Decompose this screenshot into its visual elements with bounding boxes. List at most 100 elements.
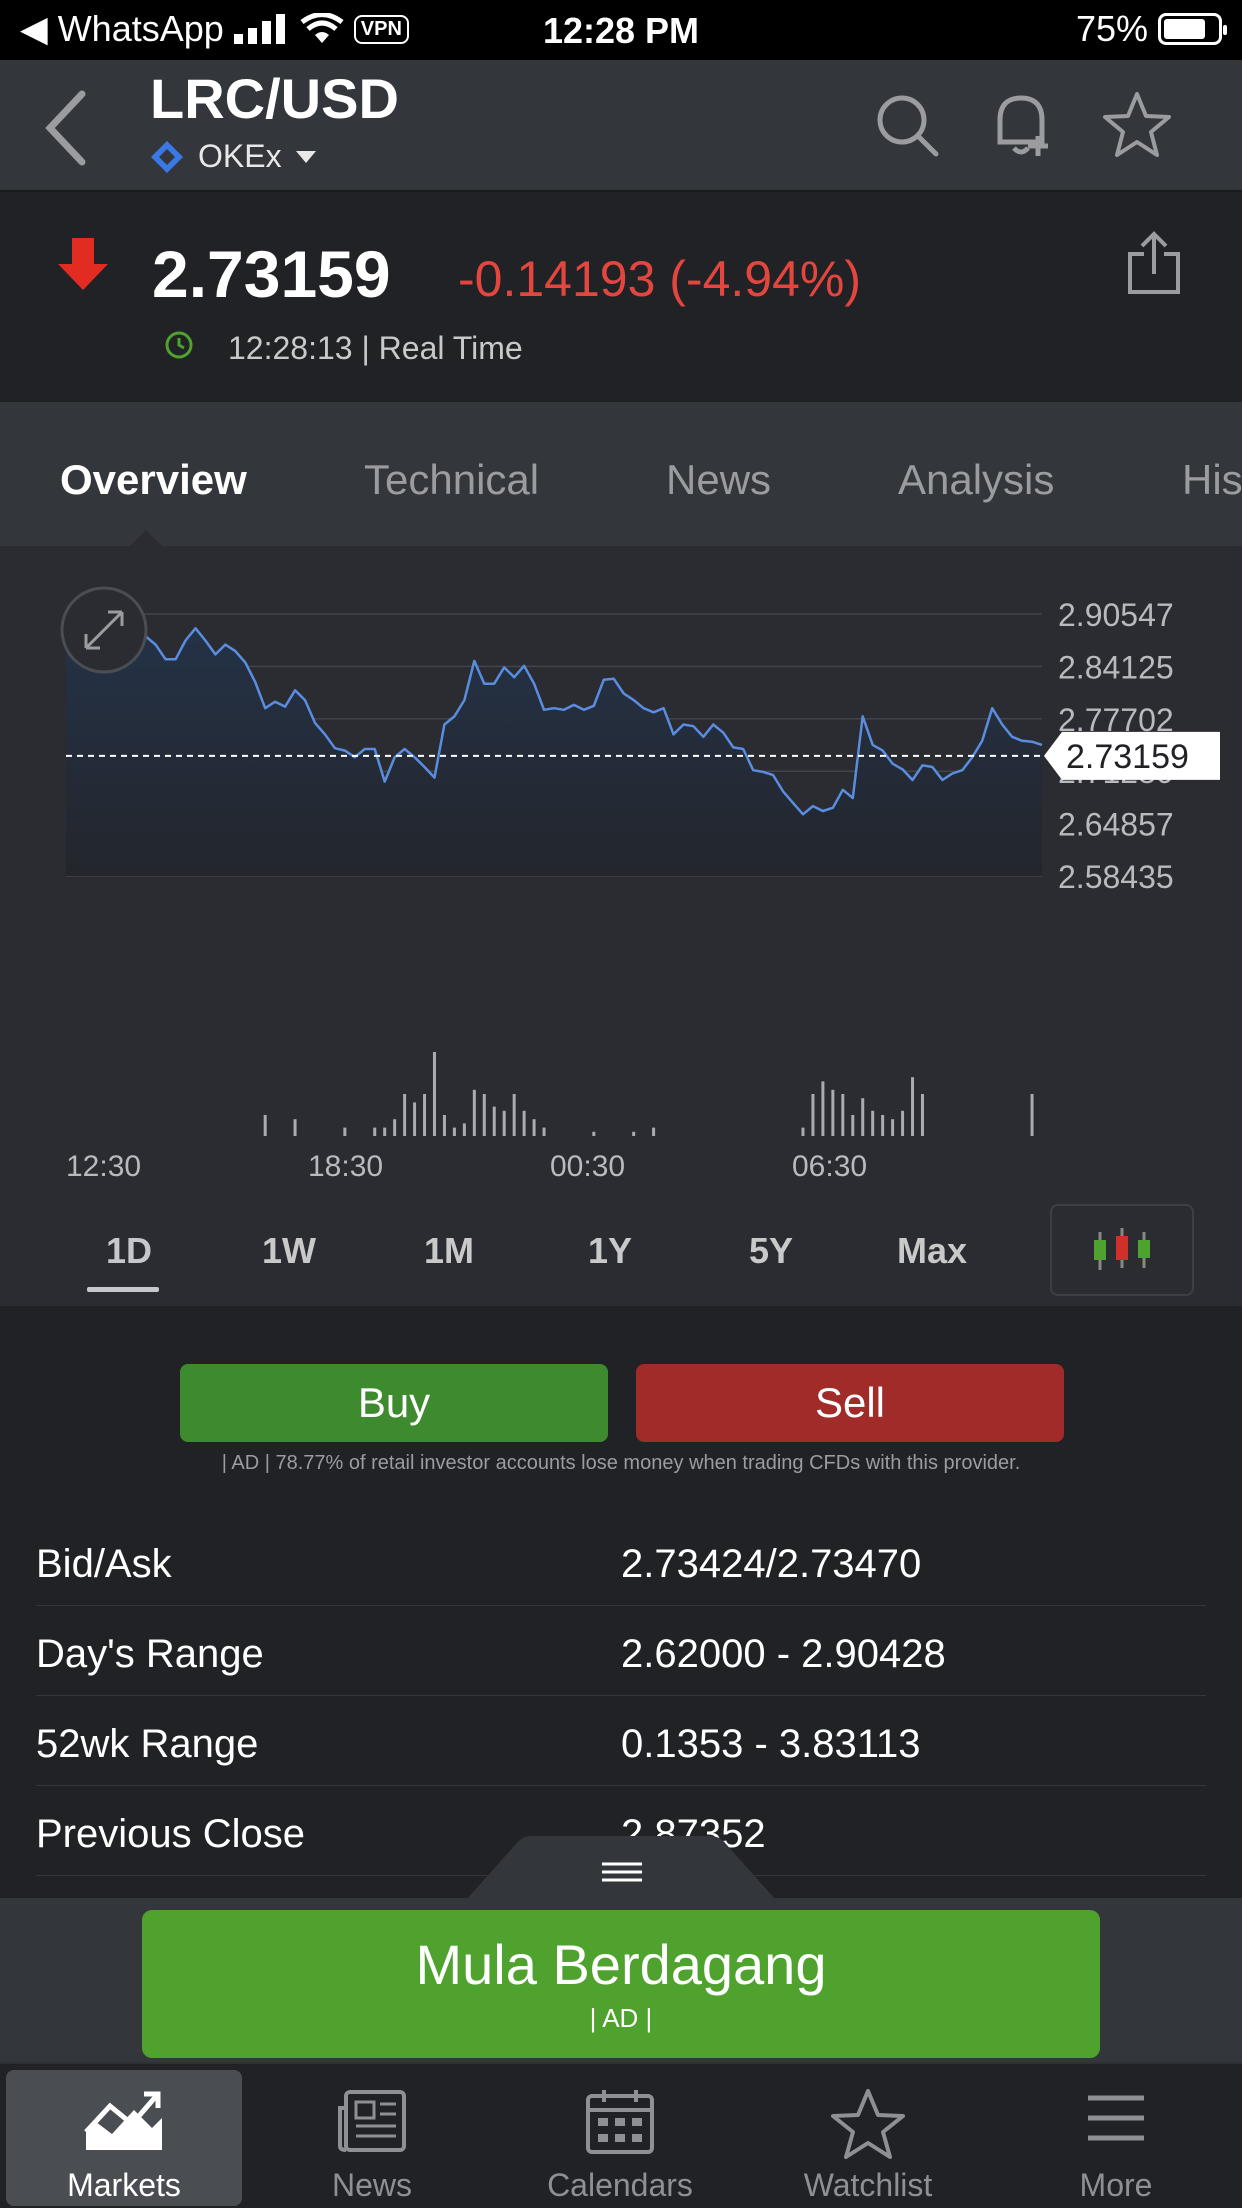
volume-bar — [871, 1111, 874, 1136]
sell-button[interactable]: Sell — [636, 1364, 1064, 1442]
tabbar-label: More — [998, 2167, 1234, 2204]
y-tick-label: 2.84125 — [1058, 649, 1174, 685]
volume-bar — [463, 1123, 466, 1136]
y-tick-label: 2.58435 — [1058, 859, 1174, 895]
back-chevron-icon[interactable] — [36, 82, 96, 172]
volume-bar — [264, 1115, 267, 1136]
volume-bar — [393, 1119, 396, 1136]
volume-bar — [851, 1115, 854, 1136]
exchange-selector[interactable]: OKEx — [150, 138, 316, 175]
volume-bar — [811, 1094, 814, 1136]
range-max[interactable]: Max — [887, 1230, 977, 1272]
volume-bar — [493, 1107, 496, 1136]
volume-bar — [543, 1128, 546, 1136]
volume-bar — [343, 1128, 346, 1136]
volume-bar — [592, 1132, 595, 1136]
stat-row: Day's Range 2.62000 - 2.90428 — [36, 1606, 1206, 1696]
exchange-name: OKEx — [198, 138, 282, 175]
tabbar-label: News — [254, 2167, 490, 2204]
last-price: 2.73159 — [152, 236, 391, 312]
clock-icon — [164, 330, 194, 360]
y-tick-label: 2.90547 — [1058, 597, 1174, 633]
stat-row: Bid/Ask 2.73424/2.73470 — [36, 1516, 1206, 1606]
hamburger-icon — [1084, 2088, 1148, 2148]
tabbar-news[interactable]: News — [254, 2070, 490, 2206]
range-selector: 1D 1W 1M 1Y 5Y Max — [0, 1190, 1242, 1306]
y-tick-label: 2.64857 — [1058, 807, 1174, 843]
volume-bar — [423, 1094, 426, 1136]
volume-bar — [513, 1094, 516, 1136]
tabbar-more[interactable]: More — [998, 2070, 1234, 2206]
exchange-logo-icon — [150, 140, 184, 174]
volume-bar — [453, 1128, 456, 1136]
x-tick-label: 18:30 — [308, 1150, 383, 1183]
share-icon[interactable] — [1124, 230, 1184, 296]
active-tab-pointer — [130, 530, 162, 546]
x-tick-label: 12:30 — [66, 1150, 141, 1183]
search-icon[interactable] — [872, 90, 942, 160]
drawer-handle[interactable] — [466, 1834, 776, 1900]
volume-bar — [403, 1094, 406, 1136]
start-trading-button[interactable]: Mula Berdagang | AD | — [142, 1910, 1100, 2058]
range-1d[interactable]: 1D — [84, 1230, 174, 1272]
status-bar: ◀ WhatsApp VPN 12:28 PM 75% — [0, 0, 1242, 60]
battery-percent: 75% — [1076, 8, 1148, 50]
volume-bar — [911, 1077, 914, 1136]
tab-historical[interactable]: His — [1182, 456, 1242, 504]
tab-analysis[interactable]: Analysis — [898, 456, 1054, 504]
tab-technical[interactable]: Technical — [364, 456, 539, 504]
battery-icon — [1158, 13, 1222, 45]
tabbar-calendars[interactable]: Calendars — [502, 2070, 738, 2206]
volume-bar — [433, 1052, 436, 1136]
instrument-header: LRC/USD OKEx — [0, 60, 1242, 192]
status-right: 75% — [1076, 8, 1222, 50]
quote-time: 12:28:13 | Real Time — [228, 330, 523, 367]
volume-bar — [821, 1081, 824, 1136]
candlestick-icon — [1052, 1206, 1192, 1294]
volume-bar — [861, 1098, 864, 1136]
tab-overview[interactable]: Overview — [60, 456, 247, 504]
pair-title: LRC/USD — [150, 66, 399, 131]
expand-chart-icon[interactable] — [62, 588, 146, 672]
current-price-tag: 2.73159 — [1044, 732, 1220, 780]
stat-value: 2.73424/2.73470 — [621, 1542, 921, 1587]
chart-svg[interactable]: 2.905472.841252.777022.712802.648572.584… — [0, 546, 1242, 1190]
stat-label: Bid/Ask — [36, 1542, 172, 1587]
star-icon[interactable] — [1102, 90, 1172, 160]
buy-button[interactable]: Buy — [180, 1364, 608, 1442]
watchlist-star-icon — [830, 2088, 906, 2160]
range-5y[interactable]: 5Y — [726, 1230, 816, 1272]
volume-bar — [632, 1132, 635, 1136]
quote-panel: 2.73159 -0.14193 (-4.94%) 12:28:13 | Rea… — [0, 194, 1242, 402]
tabbar-markets[interactable]: Markets — [6, 2070, 242, 2206]
cta-bar: Mula Berdagang | AD | — [0, 1898, 1242, 2062]
markets-chart-icon — [82, 2088, 166, 2154]
current-price-label: 2.73159 — [1066, 738, 1189, 776]
caret-down-icon — [296, 151, 316, 163]
stat-value: 2.62000 - 2.90428 — [621, 1632, 946, 1677]
volume-bar — [523, 1111, 526, 1136]
volume-bar — [841, 1094, 844, 1136]
volume-bar — [831, 1090, 834, 1136]
cta-ad-label: | AD | — [142, 2003, 1100, 2034]
chart-type-button[interactable] — [1050, 1204, 1194, 1296]
stat-label: Previous Close — [36, 1812, 305, 1857]
price-chart[interactable]: 2.905472.841252.777022.712802.648572.584… — [0, 546, 1242, 1306]
range-1w[interactable]: 1W — [244, 1230, 334, 1272]
range-1m[interactable]: 1M — [404, 1230, 494, 1272]
volume-bar — [901, 1111, 904, 1136]
range-1y[interactable]: 1Y — [565, 1230, 655, 1272]
tabbar-watchlist[interactable]: Watchlist — [750, 2070, 986, 2206]
volume-bar — [443, 1115, 446, 1136]
price-area — [66, 628, 1042, 876]
volume-bar — [373, 1128, 376, 1136]
volume-bar — [503, 1111, 506, 1136]
volume-bar — [383, 1128, 386, 1136]
tabbar-label: Watchlist — [750, 2167, 986, 2204]
ad-disclaimer: | AD | 78.77% of retail investor account… — [0, 1452, 1242, 1475]
volume-bar — [483, 1094, 486, 1136]
tab-news[interactable]: News — [666, 456, 771, 504]
add-alert-bell-icon[interactable] — [986, 90, 1056, 160]
stat-value: 0.1353 - 3.83113 — [621, 1722, 921, 1767]
volume-bar — [294, 1119, 297, 1136]
